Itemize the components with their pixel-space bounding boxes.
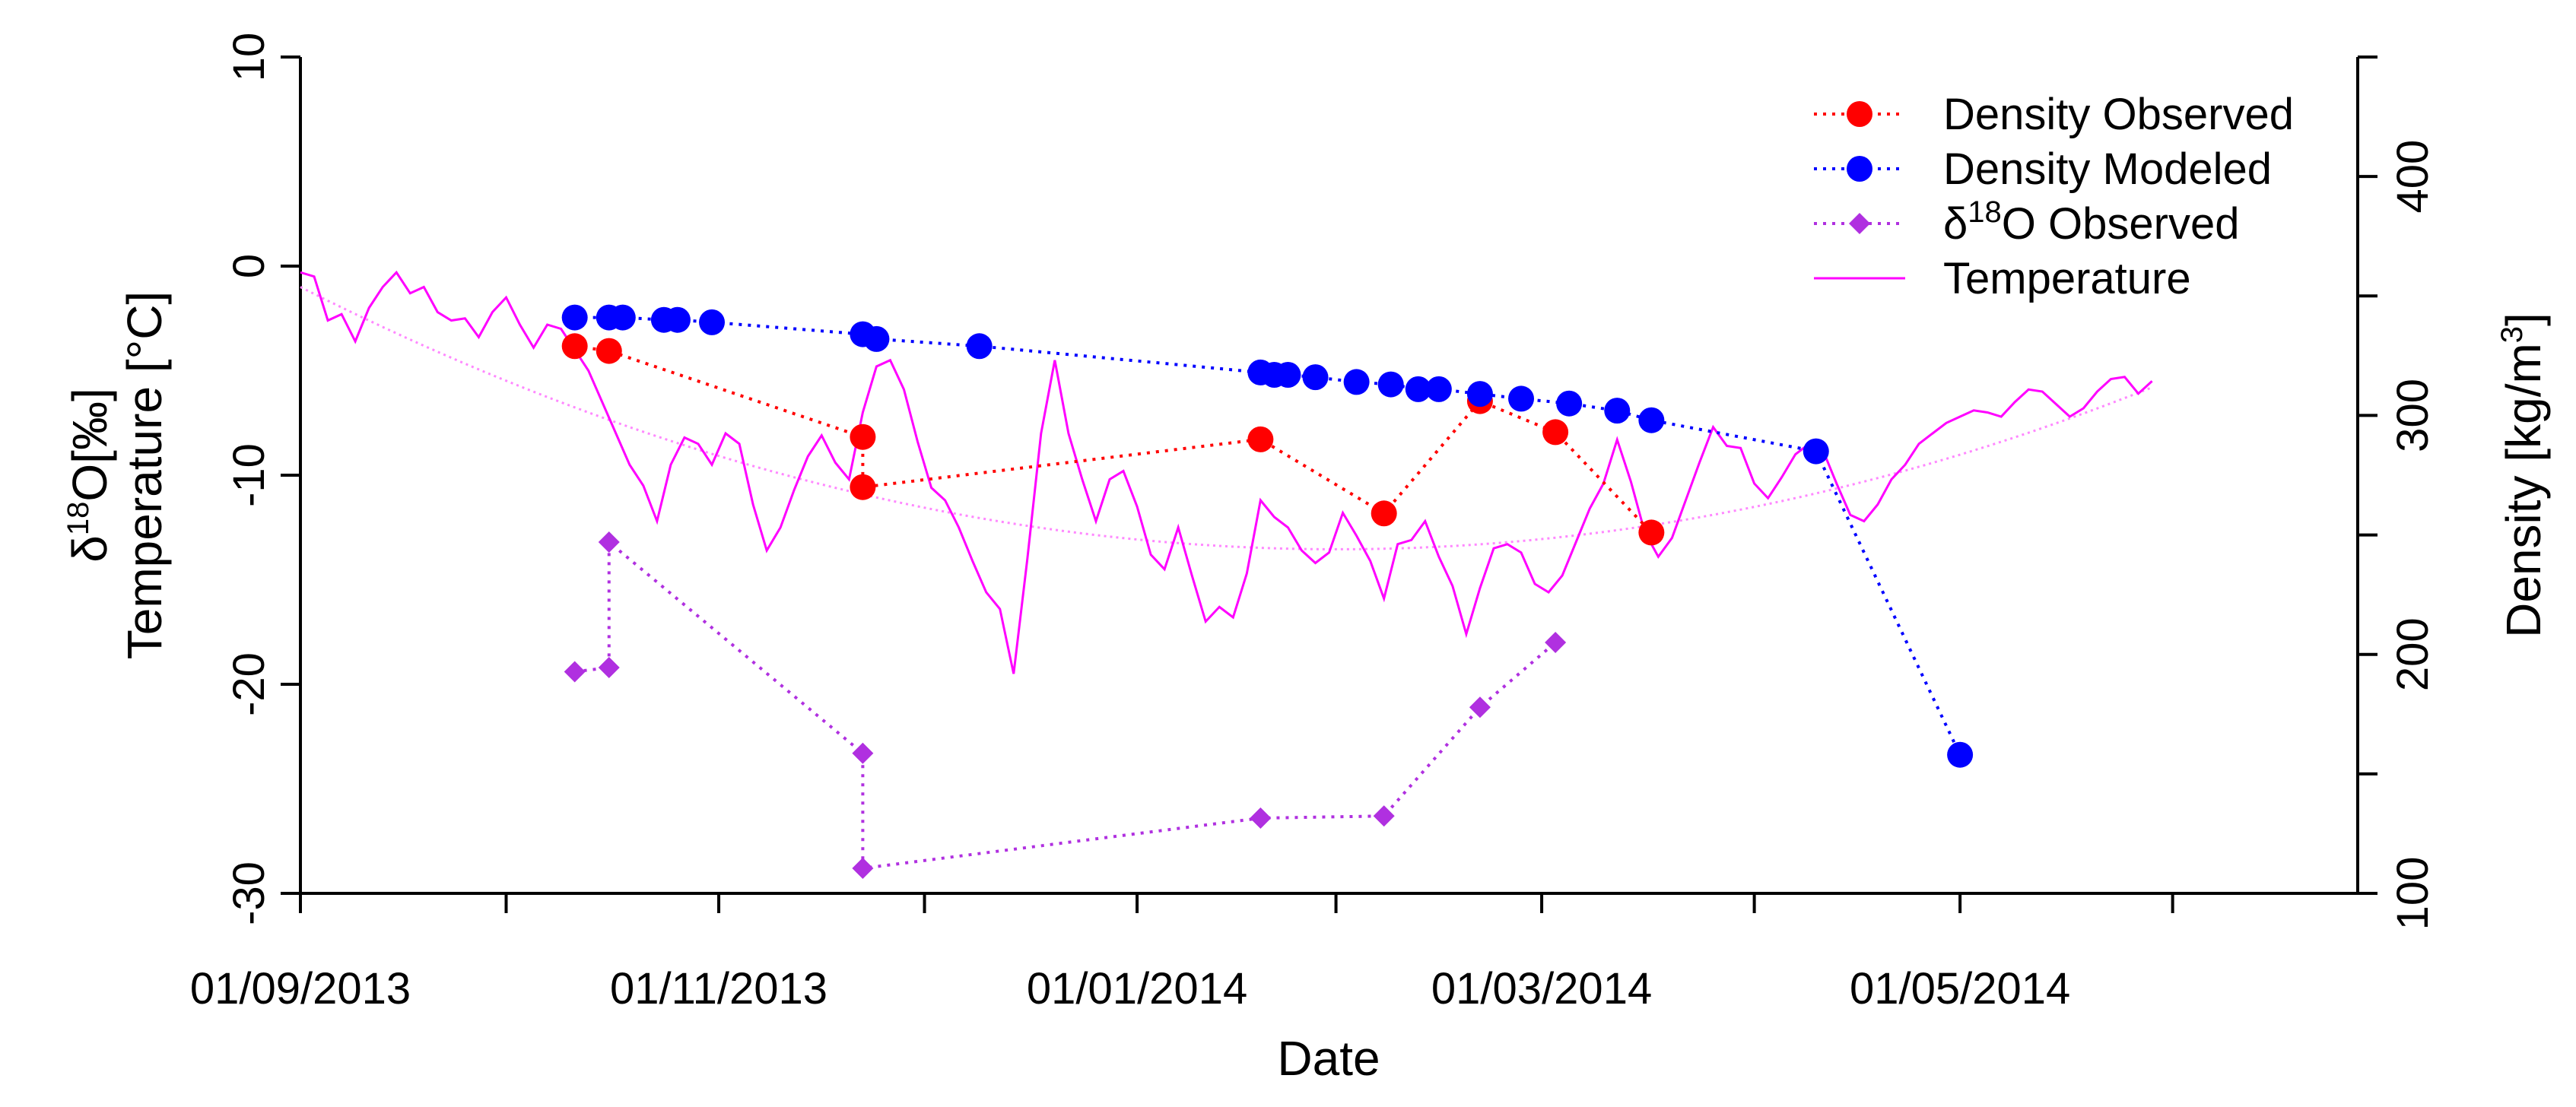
series-0-point-0 [561, 333, 588, 360]
series-2-point-5 [1250, 807, 1272, 829]
x-tick-label-2: 01/01/2014 [1027, 964, 1247, 1013]
right-tick-label-4: 300 [2388, 379, 2438, 452]
right-axis-title: Density [kg/m3] [2495, 312, 2551, 638]
series-2-point-4 [852, 858, 874, 879]
series-1-point-17 [1466, 381, 1493, 408]
legend-label-0-prefix: Density Observed [1943, 90, 2294, 139]
series-2-point-0 [564, 661, 586, 683]
legend-label-0: Density Observed [1943, 90, 2294, 139]
series-1-point-22 [1803, 438, 1829, 465]
right-tick-label-6: 400 [2388, 140, 2438, 214]
series-1-point-0 [561, 304, 588, 331]
legend-label-3-prefix: Temperature [1943, 254, 2191, 303]
series-1-point-16 [1425, 376, 1452, 402]
left-tick-label-1: -20 [224, 652, 274, 716]
right-tick-label-0: 100 [2388, 857, 2438, 931]
x-tick-label-4: 01/05/2014 [1850, 964, 2070, 1013]
left-ticks: -30 -20 -10 0 10 [224, 33, 300, 925]
series-0-point-4 [1247, 426, 1274, 452]
legend-label-1: Density Modeled [1943, 144, 2272, 194]
legend-label-3: Temperature [1943, 254, 2191, 303]
series-0-point-8 [1638, 519, 1665, 546]
series-1-point-5 [699, 309, 726, 335]
x-tick-label-0: 01/09/2013 [190, 964, 411, 1013]
x-tick-label-3: 01/03/2014 [1431, 964, 1652, 1013]
legend-label-2: δ18O Observed [1943, 195, 2239, 249]
left-tick-label-0: -30 [224, 861, 274, 925]
series-1-point-4 [664, 306, 691, 333]
legend-marker-0 [1847, 101, 1872, 127]
series-2-line [574, 538, 1557, 871]
left-tick-label-3: 0 [224, 254, 274, 278]
right-axis-title-suffix: ] [2496, 312, 2551, 326]
series-1-point-23 [1947, 741, 1974, 768]
left-axis-title-line1: δ18O[‰] [62, 388, 117, 562]
legend-label-2-suffix: O Observed [2002, 199, 2240, 249]
series-1-point-12 [1302, 364, 1329, 391]
plot-area [300, 270, 2153, 879]
right-axis-title-text: Density [kg/m3] [2495, 312, 2551, 638]
series-1-point-15 [1405, 376, 1431, 402]
series-2-point-8 [1545, 632, 1567, 653]
series-1-point-14 [1377, 371, 1404, 398]
series-0-point-2 [850, 423, 876, 450]
series-1-point-7 [863, 325, 890, 352]
legend-label-2-sup: 18 [1968, 195, 2002, 229]
series-1-point-11 [1275, 362, 1301, 388]
series-1-point-21 [1638, 407, 1665, 433]
series-1-point-20 [1604, 398, 1631, 424]
temperature-series-line [300, 270, 2153, 674]
legend-label-2-prefix: δ [1943, 199, 1968, 249]
series-2-point-1 [598, 657, 620, 678]
right-tick-label-2: 200 [2388, 617, 2438, 691]
series-0-line [574, 344, 1653, 534]
right-axis-title-prefix: Density [kg/m [2496, 343, 2551, 638]
left-axis-title-line2: Temperature [°C] [117, 291, 172, 659]
series-2-point-2 [598, 531, 620, 553]
left-axis-title-prefix: δ [62, 535, 117, 563]
x-ticks: 01/09/2013 01/11/2013 01/01/2014 01/03/2014… [190, 893, 2174, 1013]
series-0-point-7 [1542, 419, 1569, 446]
series-0-point-3 [850, 474, 876, 500]
series-1-point-19 [1556, 390, 1583, 417]
x-axis-title: Date [1277, 1031, 1380, 1086]
right-ticks: 100 200 300 400 [2358, 56, 2438, 931]
left-axis-title-suffix: O[‰] [62, 388, 117, 501]
series-2-point-6 [1373, 805, 1395, 827]
series-1-point-8 [966, 333, 993, 360]
legend-label-1-prefix: Density Modeled [1943, 144, 2272, 194]
left-axis-title-sup: 18 [62, 502, 95, 536]
legend-marker-2 [1849, 213, 1870, 234]
legend-marker-1 [1847, 156, 1872, 182]
left-axis-title: δ18O[‰] Temperature [°C] [62, 291, 172, 659]
left-tick-label-2: -10 [224, 443, 274, 507]
x-tick-label-1: 01/11/2013 [610, 964, 827, 1013]
series-1-point-18 [1508, 385, 1535, 412]
left-tick-label-4: 10 [224, 33, 274, 82]
series-1-point-13 [1343, 369, 1370, 395]
series-2-point-7 [1469, 696, 1491, 718]
series-1-point-2 [609, 304, 636, 331]
series-2-point-3 [852, 742, 874, 764]
series-0-point-1 [596, 338, 622, 364]
series-0-point-5 [1371, 500, 1397, 527]
right-axis-title-sup: 3 [2495, 326, 2529, 343]
